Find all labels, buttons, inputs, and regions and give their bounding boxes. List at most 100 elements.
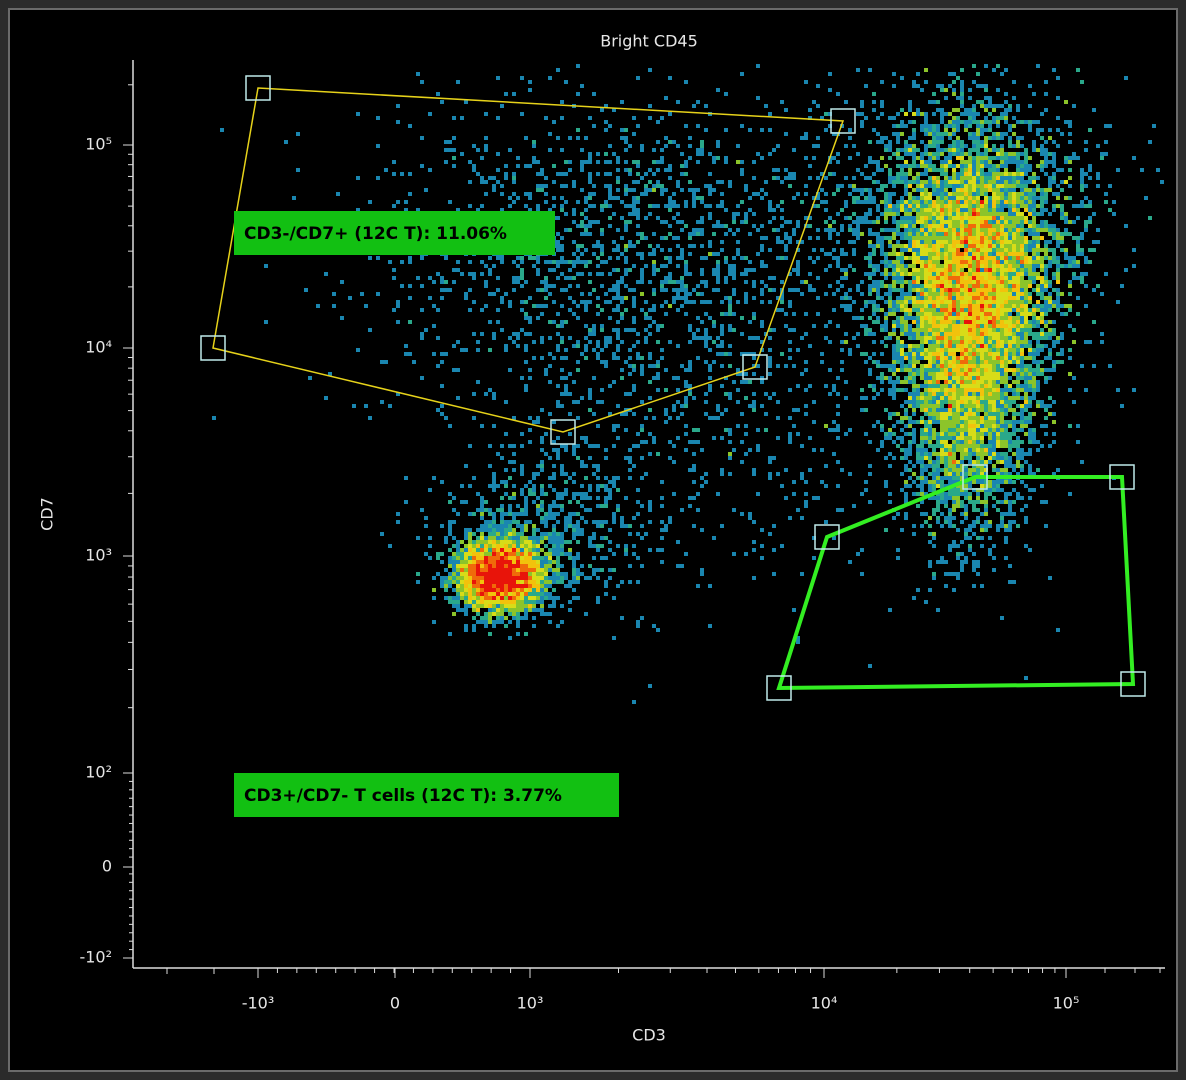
density-cell	[1068, 132, 1072, 136]
density-cell	[544, 576, 548, 580]
density-cell	[476, 608, 480, 612]
density-cell	[980, 464, 984, 468]
density-cell	[948, 572, 952, 576]
density-cell	[532, 488, 536, 492]
density-cell	[1020, 268, 1024, 272]
density-cell	[972, 568, 976, 572]
density-cell	[536, 576, 540, 580]
density-cell	[492, 588, 496, 592]
density-cell	[1024, 208, 1028, 212]
density-cell	[648, 548, 652, 552]
density-cell	[952, 116, 956, 120]
density-cell	[1028, 124, 1032, 128]
density-cell	[888, 392, 892, 396]
density-cell	[940, 140, 944, 144]
density-cell	[1020, 316, 1024, 320]
density-cell	[1012, 308, 1016, 312]
density-cell	[964, 464, 968, 468]
density-cell	[984, 332, 988, 336]
density-cell	[1032, 256, 1036, 260]
density-cell	[504, 548, 508, 552]
density-cell	[972, 340, 976, 344]
density-cell	[1048, 128, 1052, 132]
density-cell	[940, 312, 944, 316]
density-cell	[964, 164, 968, 168]
density-cell	[920, 364, 924, 368]
density-cell	[812, 204, 816, 208]
density-cell	[968, 384, 972, 388]
density-cell	[488, 560, 492, 564]
density-cell	[448, 596, 452, 600]
density-cell	[968, 252, 972, 256]
density-cell	[956, 136, 960, 140]
density-cell	[1048, 300, 1052, 304]
density-cell	[976, 240, 980, 244]
density-cell	[944, 416, 948, 420]
density-cell	[928, 396, 932, 400]
density-cell	[984, 292, 988, 296]
density-cell	[920, 352, 924, 356]
density-cell	[932, 380, 936, 384]
density-cell	[1012, 292, 1016, 296]
density-cell	[868, 200, 872, 204]
density-cell	[948, 180, 952, 184]
density-cell	[912, 296, 916, 300]
density-cell	[864, 360, 868, 364]
density-cell	[612, 596, 616, 600]
density-cell	[976, 220, 980, 224]
density-cell	[1036, 196, 1040, 200]
density-cell	[856, 284, 860, 288]
density-cell	[828, 72, 832, 76]
density-cell	[1084, 172, 1088, 176]
density-cell	[1004, 220, 1008, 224]
density-cell	[456, 588, 460, 592]
density-cell	[920, 320, 924, 324]
density-cell	[952, 440, 956, 444]
density-cell	[580, 516, 584, 520]
density-cell	[916, 484, 920, 488]
density-cell	[520, 532, 524, 536]
density-cell	[884, 136, 888, 140]
density-cell	[984, 356, 988, 360]
density-cell	[520, 576, 524, 580]
density-cell	[932, 464, 936, 468]
density-cell	[448, 532, 452, 536]
density-cell	[516, 576, 520, 580]
density-cell	[932, 572, 936, 576]
density-cell	[884, 456, 888, 460]
density-cell	[340, 316, 344, 320]
density-cell	[520, 584, 524, 588]
density-cell	[964, 496, 968, 500]
density-cell	[920, 252, 924, 256]
density-cell	[948, 204, 952, 208]
density-cell	[1044, 264, 1048, 268]
density-cell	[948, 368, 952, 372]
density-cell	[936, 408, 940, 412]
density-cell	[888, 260, 892, 264]
density-cell	[456, 584, 460, 588]
density-cell	[536, 592, 540, 596]
density-cell	[996, 372, 1000, 376]
density-cell	[916, 368, 920, 372]
density-cell	[1020, 372, 1024, 376]
density-cell	[532, 584, 536, 588]
density-cell	[1036, 448, 1040, 452]
density-cell	[512, 492, 516, 496]
density-cell	[460, 592, 464, 596]
density-cell	[1024, 192, 1028, 196]
density-cell	[1056, 336, 1060, 340]
density-cell	[996, 188, 1000, 192]
density-cell	[452, 612, 456, 616]
density-cell	[984, 172, 988, 176]
density-cell	[976, 492, 980, 496]
density-cell	[500, 620, 504, 624]
density-cell	[516, 616, 520, 620]
density-cell	[896, 324, 900, 328]
density-cell	[448, 564, 452, 568]
density-cell	[892, 288, 896, 292]
density-cell	[996, 312, 1000, 316]
density-cell	[952, 312, 956, 316]
density-cell	[1000, 112, 1004, 116]
density-cell	[880, 424, 884, 428]
density-cell	[1000, 444, 1004, 448]
